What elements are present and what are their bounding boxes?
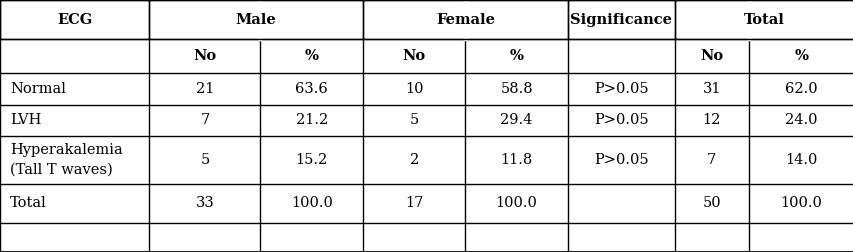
Text: Normal: Normal	[10, 82, 66, 96]
Text: Total: Total	[10, 197, 47, 210]
Text: Total: Total	[743, 13, 784, 26]
Text: 21.2: 21.2	[295, 113, 328, 127]
Text: 5: 5	[409, 113, 418, 127]
Text: 100.0: 100.0	[495, 197, 537, 210]
Text: 5: 5	[200, 153, 209, 167]
Text: 2: 2	[409, 153, 418, 167]
Text: ECG: ECG	[57, 13, 92, 26]
Text: 11.8: 11.8	[500, 153, 532, 167]
Text: No: No	[699, 49, 722, 63]
Text: %: %	[793, 49, 808, 63]
Text: 7: 7	[706, 153, 716, 167]
Text: 33: 33	[195, 197, 214, 210]
Text: 100.0: 100.0	[290, 197, 333, 210]
Text: Significance: Significance	[570, 13, 671, 26]
Text: P>0.05: P>0.05	[594, 113, 647, 127]
Text: Male: Male	[235, 13, 276, 26]
Text: No: No	[402, 49, 426, 63]
Text: 100.0: 100.0	[780, 197, 821, 210]
Text: LVH: LVH	[10, 113, 42, 127]
Text: 62.0: 62.0	[784, 82, 817, 96]
Text: Hyperakalemia
(Tall T waves): Hyperakalemia (Tall T waves)	[10, 143, 123, 177]
Text: 24.0: 24.0	[784, 113, 817, 127]
Text: 58.8: 58.8	[500, 82, 532, 96]
Text: Female: Female	[435, 13, 495, 26]
Text: 17: 17	[404, 197, 423, 210]
Text: %: %	[305, 49, 318, 63]
Text: 7: 7	[200, 113, 209, 127]
Text: %: %	[509, 49, 523, 63]
Text: 12: 12	[702, 113, 720, 127]
Text: 50: 50	[702, 197, 720, 210]
Text: 14.0: 14.0	[785, 153, 816, 167]
Text: 15.2: 15.2	[295, 153, 328, 167]
Text: 10: 10	[404, 82, 423, 96]
Text: 21: 21	[195, 82, 214, 96]
Text: 31: 31	[702, 82, 720, 96]
Text: P>0.05: P>0.05	[594, 153, 647, 167]
Text: No: No	[193, 49, 217, 63]
Text: 29.4: 29.4	[500, 113, 532, 127]
Text: 63.6: 63.6	[295, 82, 328, 96]
Text: P>0.05: P>0.05	[594, 82, 647, 96]
